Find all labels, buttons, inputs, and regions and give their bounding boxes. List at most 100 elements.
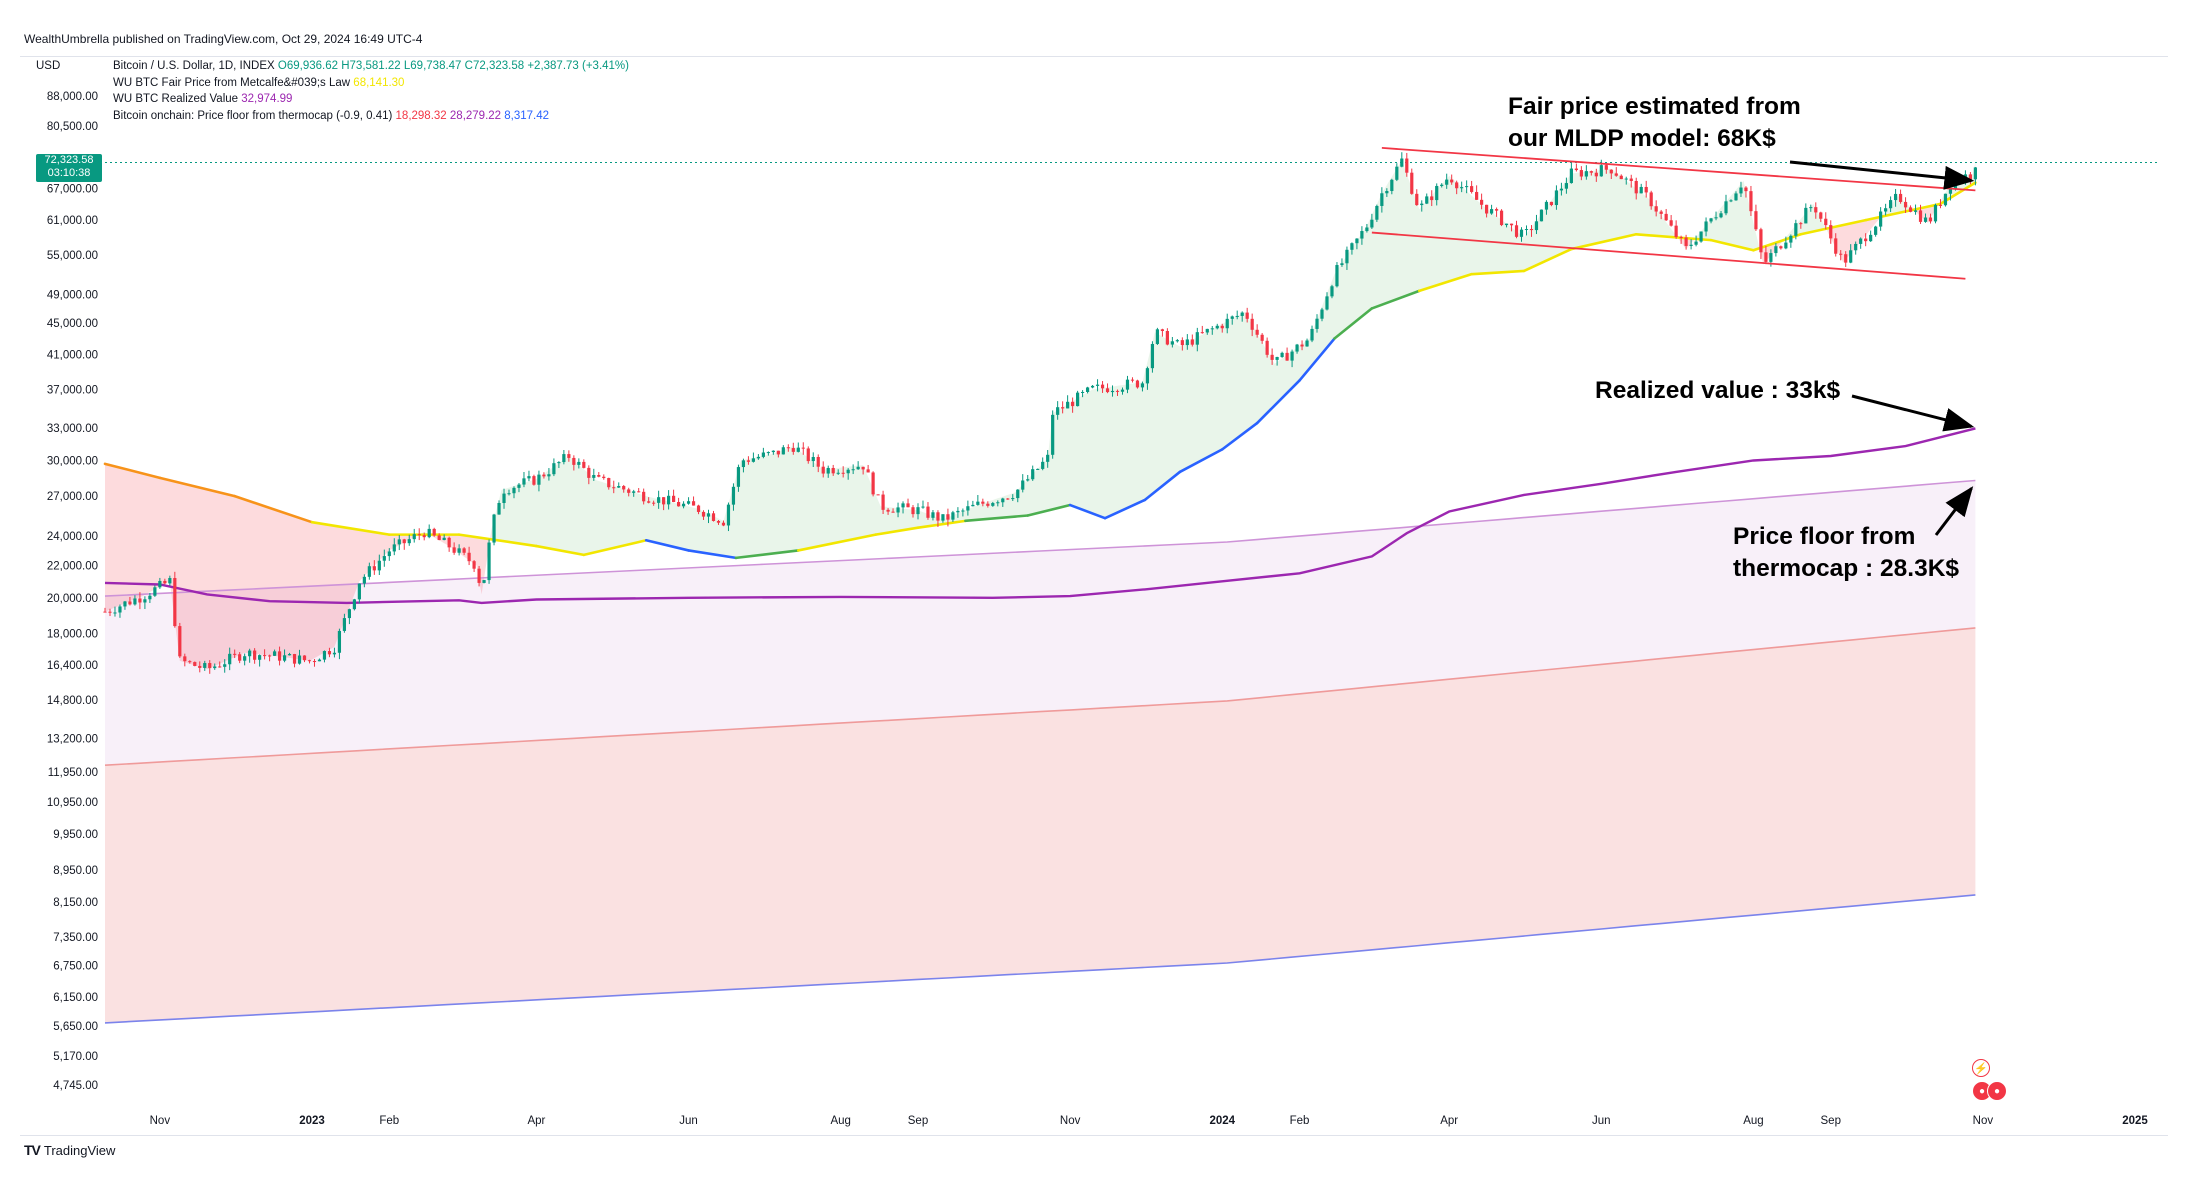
candle-body bbox=[1110, 390, 1115, 393]
candle-body bbox=[1120, 389, 1125, 392]
chart-frame bbox=[20, 56, 2168, 1136]
candle-body bbox=[1739, 187, 1743, 194]
candle-body bbox=[612, 487, 616, 489]
thermocap-value-1: 18,298.32 bbox=[395, 109, 447, 122]
candle-body bbox=[1554, 190, 1559, 206]
candle-body bbox=[696, 505, 701, 512]
candle-body bbox=[1804, 207, 1808, 224]
fair-premium-fill bbox=[1696, 180, 1761, 255]
y-tick-label: 16,400.00 bbox=[47, 660, 98, 672]
candle-body bbox=[138, 598, 142, 603]
y-tick-label: 37,000.00 bbox=[47, 384, 98, 396]
candle-body bbox=[1714, 217, 1718, 219]
y-tick-label: 49,000.00 bbox=[47, 289, 98, 301]
candle-body bbox=[667, 495, 671, 505]
candle-body bbox=[891, 511, 895, 513]
candle-body bbox=[297, 655, 302, 664]
fair-price-segment bbox=[796, 533, 877, 552]
candle-body bbox=[178, 626, 182, 657]
candle-body bbox=[1105, 388, 1110, 393]
candle-body bbox=[1220, 325, 1224, 329]
legend-main-row[interactable]: Bitcoin / U.S. Dollar, 1D, INDEX O69,936… bbox=[113, 58, 629, 75]
fair-price-arrow bbox=[1789, 160, 1975, 190]
candle-body bbox=[1190, 339, 1194, 345]
tradingview-brand[interactable]: TV TradingView bbox=[24, 1142, 115, 1158]
candle-body bbox=[168, 578, 172, 584]
candle-body bbox=[736, 467, 741, 487]
candle-body bbox=[1265, 340, 1269, 355]
candle-body bbox=[472, 561, 476, 569]
x-tick-label: Sep bbox=[1821, 1115, 1841, 1127]
candle-body bbox=[776, 450, 780, 455]
fair-price-segment bbox=[1470, 269, 1526, 276]
candle-body bbox=[287, 654, 292, 656]
fair-price-segment bbox=[103, 462, 162, 480]
candle-body bbox=[1470, 186, 1474, 192]
candle-body bbox=[1011, 498, 1015, 500]
candle-body bbox=[1420, 203, 1424, 206]
candle-body bbox=[791, 448, 795, 452]
symbol-name[interactable]: Bitcoin / U.S. Dollar, 1D, INDEX bbox=[113, 60, 275, 72]
x-tick-label: Sep bbox=[908, 1115, 928, 1127]
candle-body bbox=[976, 501, 980, 505]
y-axis: 88,000.00 80,500.00 67,000.00 61,000.00 55,0… bbox=[47, 91, 98, 1092]
y-tick-label: 67,000.00 bbox=[47, 183, 98, 195]
candle-body bbox=[1529, 229, 1534, 231]
x-tick-label: Apr bbox=[1440, 1115, 1458, 1127]
currency-label[interactable]: USD bbox=[36, 60, 61, 72]
candle-body bbox=[726, 504, 731, 526]
candle-body bbox=[1066, 401, 1070, 409]
candle-body bbox=[1879, 211, 1883, 227]
economic-events-icon[interactable]: ● ● bbox=[1972, 1081, 2007, 1101]
candle-body bbox=[592, 475, 596, 478]
candle-body bbox=[652, 502, 656, 504]
x-tick-label: Nov bbox=[1973, 1115, 1994, 1127]
fair-price-segment bbox=[1370, 289, 1421, 310]
fair-price-segment bbox=[1709, 238, 1755, 252]
candle-body bbox=[1280, 352, 1284, 357]
candle-body bbox=[741, 460, 746, 468]
lightning-icon[interactable]: ⚡ bbox=[1972, 1059, 1990, 1077]
candle-body bbox=[1270, 354, 1274, 360]
fair-premium-fill bbox=[1883, 196, 1916, 217]
candle-body bbox=[1854, 243, 1858, 251]
candle-body bbox=[1489, 209, 1494, 214]
fair-price-segment bbox=[916, 519, 967, 529]
candle-body bbox=[1584, 171, 1588, 177]
legend-realized-row[interactable]: WU BTC Realized Value 32,974.99 bbox=[113, 91, 629, 108]
x-tick-label: Feb bbox=[1290, 1115, 1310, 1127]
candle-body bbox=[1016, 489, 1020, 499]
candle-body bbox=[1609, 169, 1613, 174]
fair-price-segment bbox=[1143, 470, 1182, 502]
legend-fair-price-row[interactable]: WU BTC Fair Price from Metcalfe&#039;s L… bbox=[113, 75, 629, 92]
fair-price-segment bbox=[1570, 232, 1638, 251]
candle-body bbox=[1245, 312, 1249, 319]
candle-body bbox=[1884, 208, 1888, 212]
brand-name: TradingView bbox=[43, 1142, 116, 1158]
fair-discount-fill bbox=[429, 529, 492, 595]
candle-body bbox=[1046, 454, 1050, 462]
candle-body bbox=[1435, 185, 1439, 201]
candle-body bbox=[931, 512, 935, 518]
candle-body bbox=[108, 611, 112, 613]
fair-price-segment bbox=[1864, 202, 1942, 222]
candle-body bbox=[1335, 265, 1339, 287]
candle-body bbox=[1340, 263, 1344, 266]
legend-thermocap-row[interactable]: Bitcoin onchain: Price floor from thermo… bbox=[113, 108, 629, 125]
fair-price-segment bbox=[457, 533, 538, 548]
candle-body bbox=[981, 501, 985, 504]
candle-body bbox=[1908, 207, 1913, 212]
y-tick-label: 14,800.00 bbox=[47, 695, 98, 707]
candle-body bbox=[1315, 318, 1319, 329]
candle-body bbox=[602, 476, 606, 479]
event-indicators[interactable]: ⚡ ● ● bbox=[1972, 1059, 2007, 1101]
candle-body bbox=[1345, 249, 1349, 264]
chart-lines bbox=[103, 161, 2160, 1024]
thermocap-blue-line bbox=[104, 894, 1976, 1024]
price-candles bbox=[103, 152, 1977, 674]
candle-body bbox=[527, 476, 531, 479]
last-price-value: 72,323.58 bbox=[44, 154, 94, 166]
candle-body bbox=[572, 457, 576, 465]
candle-body bbox=[986, 503, 990, 506]
